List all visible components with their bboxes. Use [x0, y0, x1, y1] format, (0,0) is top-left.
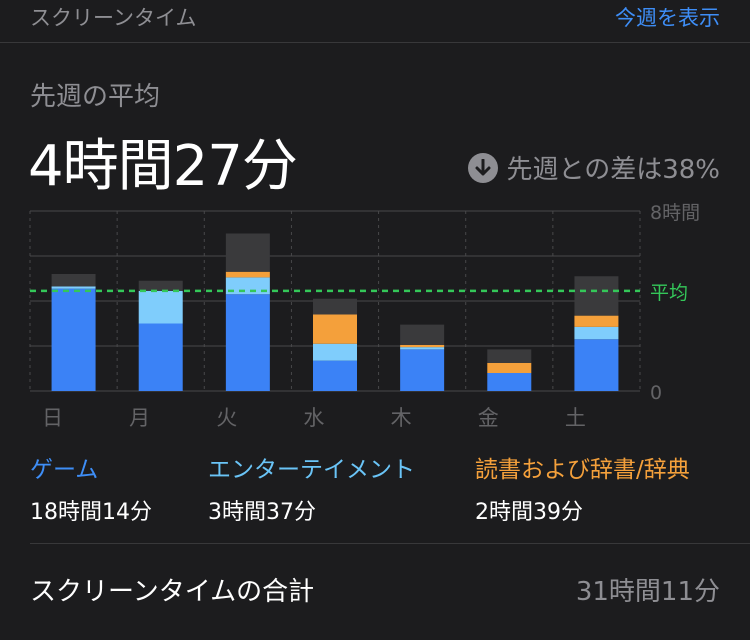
bar-segment	[225, 271, 270, 278]
bar-segment	[138, 323, 183, 391]
bar-segment	[487, 362, 532, 373]
show-this-week-link[interactable]: 今週を表示	[615, 6, 720, 30]
legend-category-value: 3時間37分	[208, 500, 316, 525]
bar-segment	[400, 324, 445, 345]
legend-item: エンターテイメント 3時間37分	[208, 450, 415, 526]
y-tick-label: 0	[650, 382, 662, 404]
average-label: 平均	[650, 282, 688, 304]
legend-item: 読書および辞書/辞典 2時間39分	[475, 450, 690, 526]
bar-segment	[400, 347, 445, 350]
category-legend: ゲーム 18時間14分 エンターテイメント 3時間37分 読書および辞書/辞典 2時間39…	[30, 450, 730, 530]
day-label: 金	[478, 406, 499, 430]
section-title: スクリーンタイム	[30, 6, 197, 30]
arrow-down-circle-icon	[468, 152, 499, 183]
bar-segment	[138, 290, 183, 324]
bar-segment	[400, 349, 445, 391]
bar-segment	[400, 344, 445, 348]
bar-segment	[574, 326, 619, 340]
legend-category-value: 18時間14分	[30, 500, 152, 525]
bar-segment	[313, 298, 357, 315]
legend-category-label: 読書および辞書/辞典	[475, 457, 690, 483]
total-screen-time-label: スクリーンタイムの合計	[30, 577, 315, 607]
screen-time-card[interactable]: 先週の平均 4時間27分 先週との差は38% 日 月 火 水 木 金 土 8時間平均 0 ゲーム…	[0, 43, 750, 640]
bar-segment	[225, 294, 270, 391]
difference-text: 先週との差は38%	[506, 155, 720, 185]
y-tick-label: 8時間	[650, 203, 700, 224]
bar-segment	[487, 373, 532, 391]
legend-category-value: 2時間39分	[475, 500, 583, 525]
bar-segment	[313, 360, 357, 391]
bar-segment	[487, 349, 532, 363]
week-difference: 先週との差は38%	[468, 149, 720, 186]
day-label: 月	[129, 406, 150, 430]
bar-segment	[225, 277, 270, 295]
bar-segment	[138, 280, 183, 291]
last-week-average-label: 先週の平均	[30, 82, 161, 112]
day-label: 日	[42, 406, 63, 430]
legend-item: ゲーム 18時間14分	[30, 450, 152, 526]
day-label: 火	[216, 406, 237, 430]
bar-segment	[51, 288, 96, 391]
bar-segment	[313, 343, 357, 361]
legend-category-label: エンターテイメント	[208, 457, 415, 483]
bar-segment	[51, 274, 96, 287]
bar-segment	[51, 286, 96, 289]
total-screen-time-value: 31時間11分	[575, 577, 720, 607]
divider	[30, 543, 750, 544]
bar-segment	[225, 233, 270, 272]
day-label: 土	[565, 406, 586, 430]
average-time-value: 4時間27分	[28, 134, 298, 199]
top-bar: スクリーンタイム 今週を表示	[0, 0, 750, 43]
bar-segment	[574, 276, 619, 316]
bar-segment	[574, 339, 619, 391]
bar-segment	[313, 314, 357, 344]
bar-segment	[574, 315, 619, 327]
legend-category-label: ゲーム	[30, 457, 99, 483]
day-label: 水	[303, 406, 324, 430]
day-label: 木	[391, 406, 412, 430]
